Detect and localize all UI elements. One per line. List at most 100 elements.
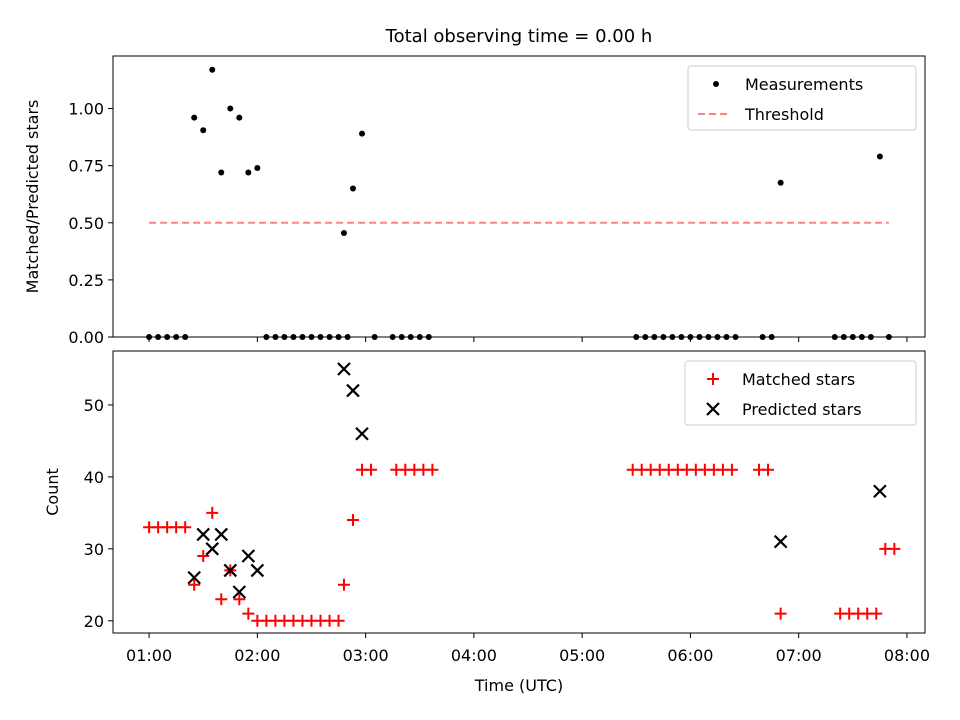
- legend-entry-label: Measurements: [745, 75, 863, 94]
- y-tick-label: 0.25: [68, 271, 104, 290]
- y-tick-label: 0.50: [68, 214, 104, 233]
- measurement-point: [407, 334, 414, 340]
- measurement-point: [227, 105, 234, 112]
- measurement-point: [714, 334, 721, 340]
- matched-star-point: [197, 550, 210, 563]
- predicted-star-point: [241, 549, 256, 563]
- legend-entry-label: Threshold: [744, 105, 824, 124]
- measurement-point: [209, 66, 216, 73]
- measurement-point: [885, 334, 892, 340]
- measurement-point: [182, 334, 189, 340]
- predicted-star-point: [214, 527, 229, 542]
- measurement-point: [705, 334, 712, 340]
- measurement-point: [876, 153, 883, 160]
- measurement-point: [155, 334, 162, 340]
- measurement-point: [218, 169, 225, 176]
- legend-handle-predicted: [706, 402, 720, 416]
- matched-star-point: [426, 463, 439, 476]
- measurement-point: [660, 334, 667, 340]
- measurement-point: [326, 334, 333, 340]
- legend-handle-measurements: [713, 81, 719, 87]
- predicted-star-point: [223, 563, 238, 578]
- measurement-point: [359, 130, 366, 137]
- measurement-point: [416, 334, 423, 340]
- measurement-point: [425, 334, 432, 340]
- measurement-point: [678, 334, 685, 340]
- y-tick-label: 20: [84, 612, 104, 631]
- predicted-star-point: [250, 563, 265, 578]
- measurement-point: [389, 334, 396, 340]
- measurement-point: [669, 334, 676, 340]
- predicted-star-point: [873, 484, 887, 499]
- measurement-point: [867, 334, 874, 340]
- measurement-point: [768, 334, 775, 340]
- measurement-point: [849, 334, 856, 340]
- matched-star-point: [762, 463, 775, 476]
- measurement-point: [398, 334, 405, 340]
- measurement-point: [173, 334, 180, 340]
- measurement-point: [696, 334, 703, 340]
- measurement-point: [146, 334, 153, 340]
- chart-title: Total observing time = 0.00 h: [385, 26, 653, 47]
- predicted-star-point: [337, 362, 351, 376]
- matched-star-point: [346, 514, 359, 527]
- predicted-star-point: [355, 426, 369, 441]
- measurement-point: [191, 114, 198, 121]
- x-tick-label: 02:00: [234, 646, 280, 665]
- y-tick-label: 0.75: [68, 157, 104, 176]
- predicted-star-point: [187, 570, 201, 585]
- matched-star-point: [725, 463, 738, 476]
- matched-star-point: [870, 607, 883, 620]
- measurement-point: [299, 334, 306, 340]
- measurement-point: [349, 185, 356, 192]
- matched-star-point: [233, 593, 246, 606]
- measurement-point: [858, 334, 865, 340]
- measurement-point: [642, 334, 649, 340]
- legend-entry-label: Predicted stars: [742, 400, 862, 419]
- y-tick-label: 50: [84, 396, 104, 415]
- measurement-point: [651, 334, 658, 340]
- x-tick-label: 03:00: [343, 646, 389, 665]
- measurement-point: [687, 334, 694, 340]
- measurement-point: [344, 334, 351, 340]
- measurement-point: [840, 334, 847, 340]
- y-axis-label: Count: [43, 468, 62, 516]
- y-axis-label: Matched/Predicted stars: [23, 100, 42, 294]
- x-tick-label: 08:00: [884, 646, 930, 665]
- matched-star-point: [337, 578, 350, 591]
- measurement-point: [633, 334, 640, 340]
- matched-star-point: [179, 521, 192, 534]
- measurement-point: [723, 334, 730, 340]
- measurement-point: [831, 334, 838, 340]
- axes-frame: [112, 350, 926, 634]
- matched-star-point: [332, 614, 345, 627]
- matched-star-point: [188, 578, 201, 591]
- x-axis-label: Time (UTC): [474, 676, 563, 695]
- measurement-point: [164, 334, 171, 340]
- measurement-point: [340, 230, 347, 237]
- top-plot: 0.00 0.25 0.50 0.75 1.00 Matched/Predicted st…: [23, 55, 926, 347]
- measurement-point: [200, 127, 207, 134]
- matched-star-point: [206, 506, 219, 519]
- measurement-point: [254, 164, 261, 171]
- matched-star-point: [242, 607, 255, 620]
- measurement-point: [263, 334, 270, 340]
- matched-star-point: [215, 593, 228, 606]
- measurement-point: [308, 334, 315, 340]
- predicted-star-point: [205, 542, 220, 556]
- y-tick-label: 30: [84, 540, 104, 559]
- measurement-point: [281, 334, 288, 340]
- measurement-point: [272, 334, 279, 340]
- predicted-star-point: [773, 534, 788, 549]
- x-tick-label: 07:00: [776, 646, 822, 665]
- axes-frame: [112, 55, 926, 338]
- measurement-point: [317, 334, 324, 340]
- x-tick-label: 01:00: [126, 646, 172, 665]
- predicted-star-point: [346, 383, 360, 398]
- matched-star-point: [365, 463, 378, 476]
- measurement-point: [245, 169, 252, 176]
- measurement-point: [290, 334, 297, 340]
- legend-entry-label: Matched stars: [742, 370, 855, 389]
- matched-star-point: [888, 542, 901, 555]
- measurement-point: [371, 334, 378, 340]
